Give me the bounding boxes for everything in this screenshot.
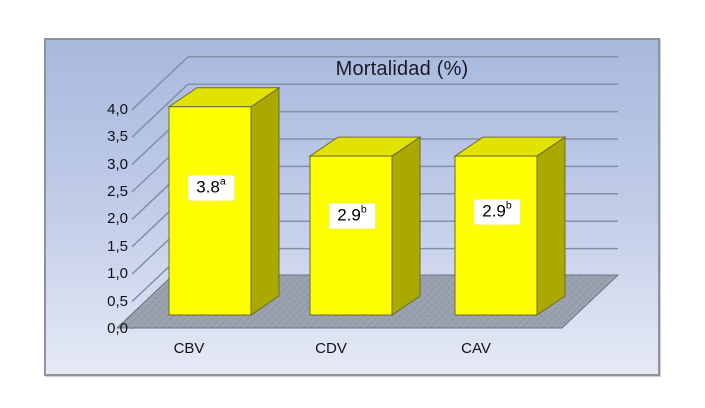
chart-title: Mortalidad (%) (335, 58, 469, 80)
y-tick-label: 1,5 (107, 237, 128, 255)
bar-value-label: 2.9b (474, 199, 520, 225)
bar-cbv (167, 86, 281, 316)
y-tick-label: 1,0 (107, 265, 128, 283)
category-label-cav: CAV (461, 340, 491, 357)
y-tick-label: 2,5 (107, 183, 128, 200)
y-tick-label: 0,0 (107, 320, 128, 337)
depth-tick-line (131, 56, 189, 111)
chart-panel: Mortalidad (%) 0,0 0,5 1,0 1,5 2,0 2,5 3,0 3,5 4… (44, 38, 660, 376)
y-tick-label: 4,0 (107, 100, 128, 118)
bar-front-face (309, 155, 393, 316)
bar-front-face (168, 106, 252, 316)
bar-side-face (391, 136, 421, 316)
y-tick-label: 0,5 (107, 292, 128, 310)
category-label-cbv: CBV (173, 340, 205, 357)
y-tick-label: 3,5 (107, 128, 128, 146)
bars-layer (167, 86, 567, 316)
depth-tick-line (131, 83, 189, 138)
category-label-cdv: CDV (315, 340, 347, 357)
bar-cdv (308, 136, 422, 316)
bar-side-face (250, 86, 280, 316)
bar-front-face (454, 155, 538, 316)
bar-value-label: 2.9b (329, 203, 375, 229)
bar-value-label: 3.8a (188, 175, 234, 201)
bar-cav (453, 136, 567, 316)
y-tick-label: 3,0 (107, 155, 128, 173)
chart-scene (115, 56, 620, 330)
bar-side-face (536, 136, 566, 316)
y-tick-label: 2,0 (107, 210, 128, 228)
